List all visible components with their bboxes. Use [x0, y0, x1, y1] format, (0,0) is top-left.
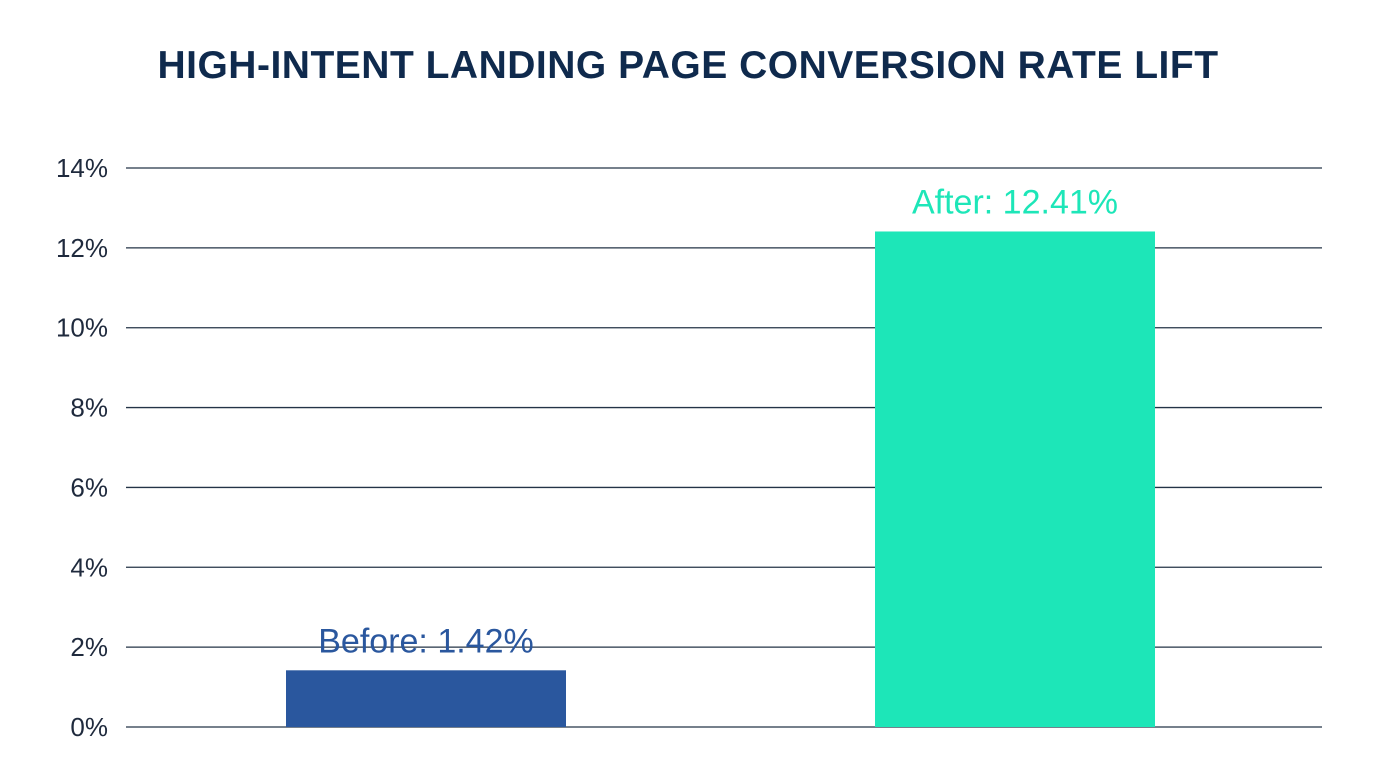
bar-before: [286, 670, 566, 727]
y-tick-label: 4%: [70, 552, 108, 582]
y-tick-label: 12%: [56, 233, 108, 263]
y-tick-label: 14%: [56, 153, 108, 183]
y-tick-label: 2%: [70, 632, 108, 662]
bars: [286, 231, 1155, 727]
chart-title: HIGH-INTENT LANDING PAGE CONVERSION RATE…: [157, 44, 1219, 87]
data-label-after: After: 12.41%: [912, 183, 1118, 221]
bar-after: [875, 231, 1155, 727]
y-tick-label: 8%: [70, 393, 108, 423]
y-tick-label: 10%: [56, 313, 108, 343]
bar-data-labels: Before: 1.42% After: 12.41%: [318, 183, 1118, 660]
y-tick-label: 0%: [70, 712, 108, 742]
data-label-before: Before: 1.42%: [318, 622, 533, 660]
y-axis-tick-labels: 0% 2% 4% 6% 8% 10% 12% 14%: [56, 153, 108, 742]
y-tick-label: 6%: [70, 472, 108, 502]
